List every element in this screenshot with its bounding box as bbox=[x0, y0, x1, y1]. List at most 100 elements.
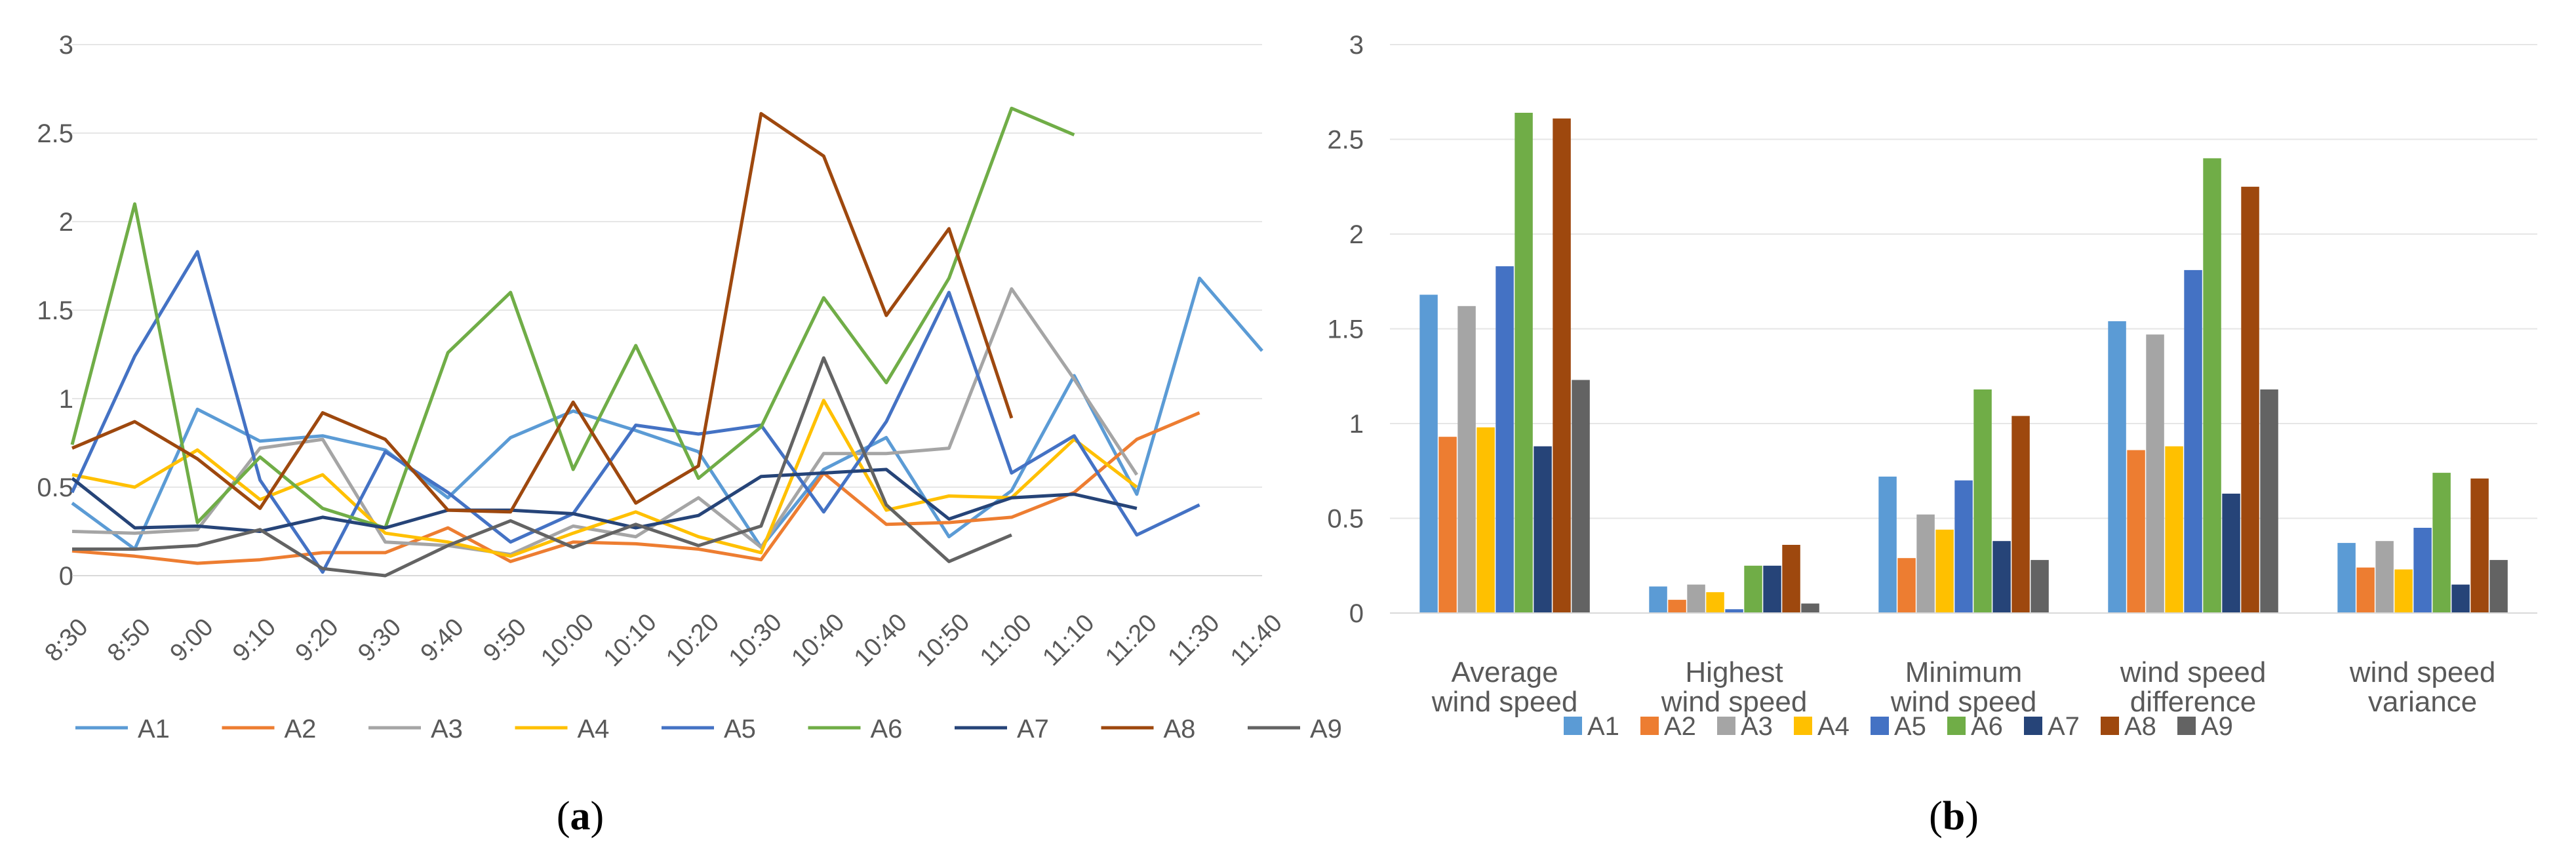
b-bar-A8 bbox=[2241, 186, 2259, 614]
b-y-tick-label: 2 bbox=[1349, 220, 1364, 249]
b-x-tick-label: wind speed bbox=[1890, 686, 2037, 718]
b-bar-A3 bbox=[1687, 584, 1705, 613]
b-bar-A3 bbox=[1457, 306, 1476, 613]
b-bar-A5 bbox=[2184, 269, 2202, 613]
a-y-tick-label: 1 bbox=[59, 385, 73, 414]
b-bar-A5 bbox=[2413, 528, 2432, 613]
b-bar-A7 bbox=[1763, 565, 1781, 614]
a-series-line-A4 bbox=[71, 399, 1138, 558]
b-bar-A3 bbox=[2375, 541, 2394, 613]
b-bar-A4 bbox=[1935, 529, 1954, 613]
a-y-tick-label: 2 bbox=[59, 208, 73, 237]
b-bar-A4 bbox=[2394, 569, 2413, 613]
b-legend-label: A7 bbox=[2048, 712, 2080, 741]
b-bar-A2 bbox=[1897, 558, 1916, 613]
a-legend-label: A6 bbox=[871, 715, 903, 744]
b-bar-A7 bbox=[2451, 584, 2470, 613]
b-y-tick-label: 0 bbox=[1349, 599, 1364, 628]
b-bar-A9 bbox=[1572, 380, 1590, 613]
b-bar-A2 bbox=[2127, 450, 2145, 613]
a-series-line-A9 bbox=[72, 356, 1012, 578]
b-bar-A5 bbox=[1496, 266, 1514, 614]
a-legend-label: A3 bbox=[431, 715, 463, 744]
b-legend-swatch-A2 bbox=[1640, 717, 1659, 735]
b-bar-A1 bbox=[1419, 294, 1438, 613]
b-legend-label: A3 bbox=[1741, 712, 1773, 741]
b-x-tick-label: variance bbox=[2368, 686, 2477, 718]
a-series-line-A8 bbox=[71, 111, 1014, 514]
a-y-tick-label: 0.5 bbox=[37, 473, 73, 502]
a-legend-label: A7 bbox=[1017, 715, 1049, 744]
b-bar-A5 bbox=[1954, 480, 1973, 613]
b-x-tick-label: wind speed bbox=[2349, 656, 2496, 688]
b-bar-A8 bbox=[1782, 545, 1800, 613]
b-legend-label: A8 bbox=[2124, 712, 2156, 741]
a-panel-caption: (a) bbox=[557, 794, 604, 839]
a-series-line-A6 bbox=[70, 106, 1075, 530]
b-legend-swatch-A3 bbox=[1717, 717, 1735, 735]
b-bar-A7 bbox=[1992, 541, 2011, 613]
b-legend-swatch-A7 bbox=[2024, 717, 2042, 735]
b-y-tick-label: 1 bbox=[1349, 410, 1364, 439]
b-x-tick-label: Minimum bbox=[1905, 656, 2022, 688]
a-legend-label: A1 bbox=[138, 715, 170, 744]
b-bar-A7 bbox=[2222, 493, 2240, 613]
b-x-tick-label: Average bbox=[1451, 656, 1558, 688]
b-y-tick-label: 0.5 bbox=[1327, 505, 1364, 534]
b-bar-A5 bbox=[1725, 609, 1743, 613]
b-bar-A9 bbox=[2260, 389, 2278, 613]
b-bar-A9 bbox=[1801, 603, 1819, 613]
b-bar-A6 bbox=[2203, 158, 2221, 613]
b-legend-label: A9 bbox=[2201, 712, 2233, 741]
a-y-tick-label: 1.5 bbox=[37, 296, 73, 325]
b-x-tick-label: wind speed bbox=[2120, 656, 2267, 688]
b-bar-A9 bbox=[2031, 560, 2049, 613]
b-legend-label: A2 bbox=[1664, 712, 1696, 741]
b-bar-A8 bbox=[1553, 118, 1571, 613]
a-legend-label: A4 bbox=[578, 715, 610, 744]
b-bar-A9 bbox=[2489, 560, 2508, 613]
b-x-tick-label: Highest bbox=[1685, 656, 1783, 688]
b-bar-A1 bbox=[1649, 586, 1667, 613]
b-bar-A1 bbox=[1878, 476, 1897, 613]
b-y-tick-label: 3 bbox=[1349, 31, 1364, 60]
b-legend-swatch-A9 bbox=[2177, 717, 2196, 735]
b-legend-swatch-A8 bbox=[2101, 717, 2119, 735]
a-series-line-A5 bbox=[70, 250, 1200, 574]
b-bar-A7 bbox=[1534, 446, 1552, 613]
b-legend-swatch-A5 bbox=[1871, 717, 1889, 735]
a-legend-label: A2 bbox=[285, 715, 317, 744]
a-series-line-A1 bbox=[71, 276, 1263, 551]
b-bar-A8 bbox=[2011, 416, 2030, 613]
a-panel-caption-label: a bbox=[570, 794, 591, 839]
a-series-line-A2 bbox=[71, 411, 1200, 565]
b-legend-swatch-A4 bbox=[1794, 717, 1812, 735]
b-bar-A6 bbox=[1744, 565, 1762, 614]
a-series-line-A7 bbox=[71, 467, 1138, 533]
b-bar-A6 bbox=[1515, 113, 1533, 613]
b-y-tick-label: 1.5 bbox=[1327, 315, 1364, 344]
b-bar-A2 bbox=[1438, 437, 1457, 613]
b-x-tick-label: wind speed bbox=[1431, 686, 1578, 718]
b-bar-A1 bbox=[2108, 321, 2126, 613]
b-y-tick-label: 2.5 bbox=[1327, 126, 1364, 155]
b-bar-A3 bbox=[2146, 334, 2164, 613]
a-y-tick-label: 0 bbox=[59, 562, 73, 591]
b-legend-swatch-A1 bbox=[1564, 717, 1582, 735]
b-x-tick-label: wind speed bbox=[1661, 686, 1808, 718]
b-x-tick-label: difference bbox=[2130, 686, 2256, 718]
a-series-line-A3 bbox=[71, 287, 1138, 557]
b-legend-label: A6 bbox=[1971, 712, 2003, 741]
b-legend-swatch-A6 bbox=[1947, 717, 1966, 735]
b-bar-A6 bbox=[2432, 473, 2451, 613]
b-bar-A4 bbox=[1476, 427, 1495, 613]
b-bar-A2 bbox=[2356, 567, 2375, 613]
b-bar-A4 bbox=[1706, 592, 1724, 613]
b-legend-label: A5 bbox=[1894, 712, 1926, 741]
b-panel-caption-label: b bbox=[1943, 794, 1965, 839]
a-legend-label: A8 bbox=[1164, 715, 1196, 744]
b-bar-A6 bbox=[1973, 389, 1992, 613]
a-y-tick-label: 3 bbox=[59, 31, 73, 60]
a-y-tick-label: 2.5 bbox=[37, 119, 73, 148]
